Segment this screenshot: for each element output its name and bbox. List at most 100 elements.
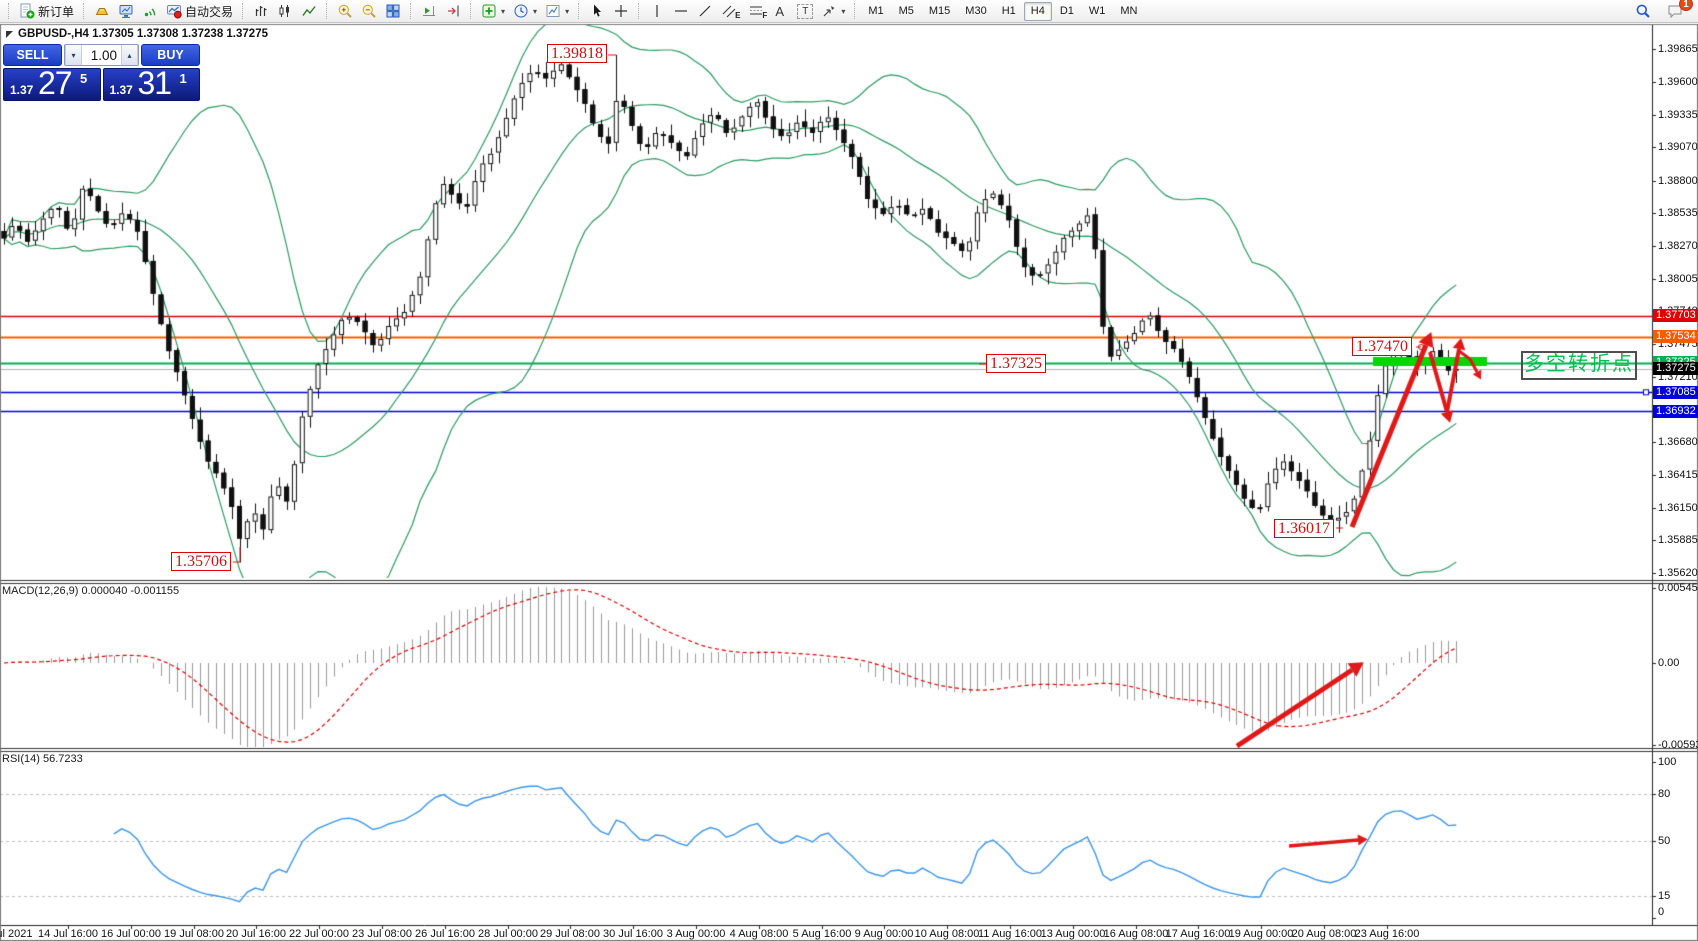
candlestick-mode-button[interactable]	[273, 1, 297, 21]
time-axis-label: 13 Aug 00:00	[1040, 928, 1106, 940]
time-axis-label: 11 Aug 16:00	[977, 928, 1043, 940]
time-axis-label: 19 Jul 08:00	[164, 928, 224, 940]
tile-windows-button[interactable]	[381, 1, 405, 21]
timeframe-mn-button[interactable]: MN	[1113, 2, 1144, 21]
price-annotation-label[interactable]: 1.36017	[1274, 519, 1334, 538]
signals-button[interactable]	[138, 1, 162, 21]
price-level-label[interactable]: 1.37534	[1653, 330, 1698, 344]
auto-trading-button[interactable]: 自动交易	[162, 1, 237, 21]
market-watch-button[interactable]	[114, 1, 138, 21]
bar-chart-mode-button[interactable]	[249, 1, 273, 21]
buy-price-pip: 1	[179, 71, 187, 86]
dropdown-caret-icon: ▾	[533, 6, 538, 16]
trendline-tool-button[interactable]	[693, 1, 717, 21]
equidistant-channel-tool-button[interactable]: E	[717, 1, 744, 21]
time-axis-label: 4 Aug 08:00	[729, 928, 789, 940]
timeframe-w1-button[interactable]: W1	[1082, 2, 1113, 21]
trendline-icon	[697, 3, 713, 19]
line-chart-icon	[301, 3, 317, 19]
lot-increase-button[interactable]: ▴	[121, 45, 138, 65]
crosshair-tool-button[interactable]	[609, 1, 633, 21]
timeframe-m30-button[interactable]: M30	[958, 2, 993, 21]
up-arrow-icon: ▴	[127, 50, 132, 60]
lot-decrease-button[interactable]: ▾	[65, 45, 82, 65]
chart-shift-button[interactable]	[441, 1, 465, 21]
new-order-button[interactable]: 新订单	[15, 1, 78, 21]
price-tick-label: 1.36150	[1658, 501, 1698, 514]
annotation-note-text[interactable]: 多空转折点	[1521, 351, 1637, 380]
timeframe-m1-button[interactable]: M1	[861, 2, 890, 21]
text-tool-button[interactable]: A	[771, 1, 793, 21]
timeframe-h1-button[interactable]: H1	[995, 2, 1023, 21]
horizontal-line-icon	[673, 3, 689, 19]
templates-button[interactable]: ▾	[541, 1, 573, 21]
sell-button[interactable]: SELL	[3, 44, 62, 66]
price-annotation-label[interactable]: 1.37470	[1352, 337, 1412, 356]
time-axis-label: 19 Aug 00:00	[1228, 928, 1294, 940]
toolbar: 新订单 自动交易	[0, 0, 1698, 23]
new-order-icon	[19, 3, 35, 19]
symbol-quote-line: GBPUSD-,H4 1.37305 1.37308 1.37238 1.372…	[18, 28, 268, 40]
time-axis-label: 23 Aug 16:00	[1354, 928, 1420, 940]
macd-indicator-label: MACD(12,26,9) 0.000040 -0.001155	[2, 585, 180, 597]
price-tick-label: 1.39335	[1658, 108, 1698, 121]
price-annotation-label[interactable]: 1.37325	[986, 354, 1046, 373]
rsi-tick-label: 15	[1658, 890, 1671, 903]
zoom-out-button[interactable]	[357, 1, 381, 21]
toolbar-separator	[470, 3, 472, 19]
price-tick-label: 1.38535	[1658, 207, 1698, 220]
time-axis-label: 5 Aug 16:00	[792, 928, 852, 940]
time-axis-label: 23 Jul 08:00	[352, 928, 412, 940]
search-button[interactable]	[1631, 1, 1655, 21]
macd-tick-label: 0.005455	[1658, 581, 1698, 594]
notifications-button[interactable]: 1	[1663, 0, 1693, 21]
gold-button[interactable]	[90, 1, 114, 21]
price-level-label[interactable]: 1.37703	[1653, 309, 1698, 323]
price-level-label[interactable]: 1.37275	[1653, 362, 1698, 376]
text-label-icon: T	[797, 3, 814, 19]
timeframe-m15-button[interactable]: M15	[922, 2, 957, 21]
computer-icon	[118, 3, 134, 19]
zoom-in-button[interactable]	[333, 1, 357, 21]
arrows-tool-button[interactable]: ▾	[817, 1, 849, 21]
zoom-in-icon	[337, 3, 353, 19]
auto-scroll-button[interactable]	[417, 1, 441, 21]
buy-button[interactable]: BUY	[141, 44, 200, 66]
sell-price-display[interactable]: 1.37 27 5	[3, 68, 101, 101]
rsi-tick-label: 100	[1658, 756, 1677, 768]
toolbar-separator	[638, 3, 640, 19]
horizontal-line-tool-button[interactable]	[669, 1, 693, 21]
price-level-label[interactable]: 1.36932	[1653, 404, 1698, 418]
zoom-out-icon	[361, 3, 377, 19]
price-annotation-label[interactable]: 1.39818	[547, 44, 607, 63]
lot-size-input[interactable]	[82, 45, 121, 65]
time-axis-label: 10 Aug 08:00	[914, 928, 980, 940]
price-annotation-label[interactable]: 1.35706	[171, 552, 231, 571]
fibonacci-tool-button[interactable]: F	[744, 1, 771, 21]
price-level-label[interactable]: 1.37085	[1653, 385, 1698, 399]
arrows-shapes-icon	[821, 3, 837, 19]
symbol-corner-icon	[6, 31, 13, 38]
time-axis-label: 16 Jul 00:00	[101, 928, 161, 940]
cursor-tool-button[interactable]	[585, 1, 609, 21]
periods-button[interactable]: ▾	[509, 1, 541, 21]
cursor-arrow-icon	[589, 3, 605, 19]
buy-price-display[interactable]: 1.37 31 1	[102, 68, 200, 101]
timeframe-m5-button[interactable]: M5	[892, 2, 921, 21]
line-chart-mode-button[interactable]	[297, 1, 321, 21]
dropdown-caret-icon: ▾	[565, 6, 570, 16]
bar-chart-icon	[253, 3, 269, 19]
signal-waves-icon	[142, 3, 158, 19]
time-axis-label: 22 Jul 00:00	[289, 928, 349, 940]
price-tick-label: 1.38800	[1658, 174, 1698, 187]
gold-ingot-icon	[94, 3, 110, 19]
timeframe-h4-button[interactable]: H4	[1023, 1, 1052, 21]
vertical-line-tool-button[interactable]	[645, 1, 669, 21]
text-label-tool-button[interactable]: T	[793, 1, 817, 21]
indicators-button[interactable]: ▾	[477, 1, 509, 21]
toolbar-separator	[83, 3, 85, 19]
timeframe-d1-button[interactable]: D1	[1053, 2, 1081, 21]
time-axis-label: 13 Jul 2021	[0, 928, 33, 940]
notification-count-badge: 1	[1679, 0, 1693, 11]
